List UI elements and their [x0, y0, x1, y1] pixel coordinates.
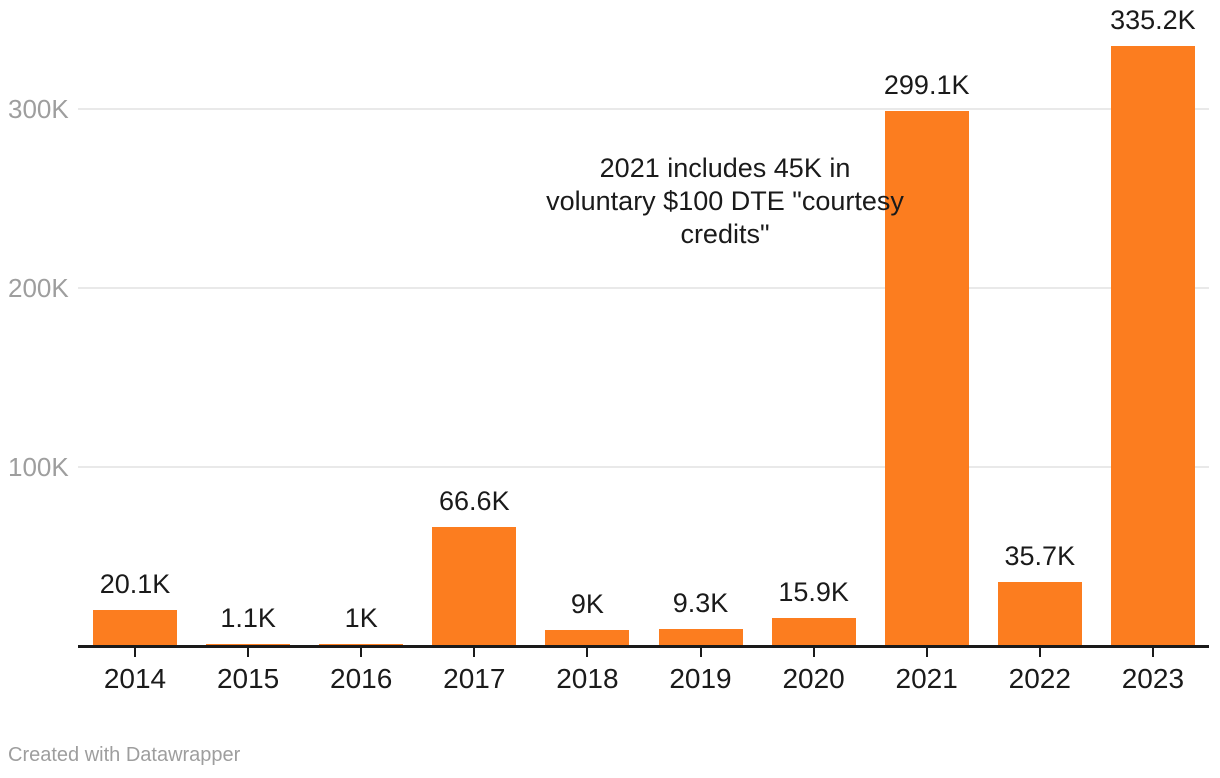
bar-value-label-2022: 35.7K [1004, 541, 1076, 572]
x-axis-label-2019: 2019 [669, 663, 732, 694]
x-axis-tick-2020 [812, 648, 815, 657]
x-axis-label-2020: 2020 [782, 663, 845, 694]
x-axis-label-2015: 2015 [216, 663, 280, 694]
annotation-line-3: credits" [680, 219, 770, 249]
x-axis-label-2018: 2018 [556, 663, 619, 694]
x-axis-label-2017: 2017 [443, 663, 506, 694]
x-axis-tick-2021 [925, 648, 928, 657]
bar-2020 [771, 617, 856, 646]
x-axis-label-2014: 2014 [103, 663, 167, 694]
y-axis-label-300k: 300K [8, 94, 69, 124]
x-axis-tick-2018 [586, 648, 589, 657]
bar-value-label-2020: 15.9K [778, 576, 849, 607]
gridline-200k [78, 287, 1209, 289]
gridline-100k [78, 466, 1209, 468]
bar-value-label-2021: 299.1K [883, 69, 970, 100]
x-axis-tick-2014 [134, 648, 136, 657]
y-axis-label-100k: 100K [8, 452, 69, 482]
bar-2021 [884, 110, 969, 646]
bar-value-label-2017: 66.6K [439, 485, 510, 516]
x-axis-baseline [78, 645, 1209, 648]
x-axis-label-2016: 2016 [330, 663, 393, 694]
annotation-line-1: 2021 includes 45K in [599, 153, 851, 183]
bar-value-label-2015: 1.1K [220, 603, 276, 633]
bar-2022 [997, 582, 1082, 646]
annotation-line-2: voluntary $100 DTE "courtesy [546, 186, 904, 216]
bar-2019 [658, 629, 743, 646]
x-axis-tick-2017 [473, 648, 476, 657]
bar-2017 [432, 526, 517, 646]
x-axis-tick-2023 [1151, 648, 1154, 657]
gridline-300k [78, 108, 1209, 110]
x-axis-tick-2015 [247, 648, 250, 657]
x-axis-tick-2019 [699, 648, 702, 657]
bar-value-label-2018: 9K [570, 588, 604, 619]
x-axis-tick-2016 [360, 648, 363, 657]
x-axis-tick-2022 [1038, 648, 1041, 657]
bar-2023 [1110, 45, 1195, 646]
bar-value-label-2016: 1K [344, 603, 378, 633]
bar-2018 [545, 629, 630, 646]
bar-2014 [93, 610, 177, 646]
chart-annotation: 2021 includes 45K in voluntary $100 DTE … [525, 152, 925, 251]
bar-value-label-2014: 20.1K [99, 569, 171, 600]
x-axis-label-2022: 2022 [1008, 663, 1071, 694]
y-axis-label-200k: 200K [8, 273, 69, 303]
x-axis-label-2021: 2021 [895, 663, 958, 694]
bar-value-label-2023: 335.2K [1110, 4, 1196, 35]
datawrapper-attribution: Created with Datawrapper [8, 744, 241, 766]
bar-value-label-2019: 9.3K [672, 588, 729, 619]
x-axis-label-2023: 2023 [1121, 663, 1185, 694]
